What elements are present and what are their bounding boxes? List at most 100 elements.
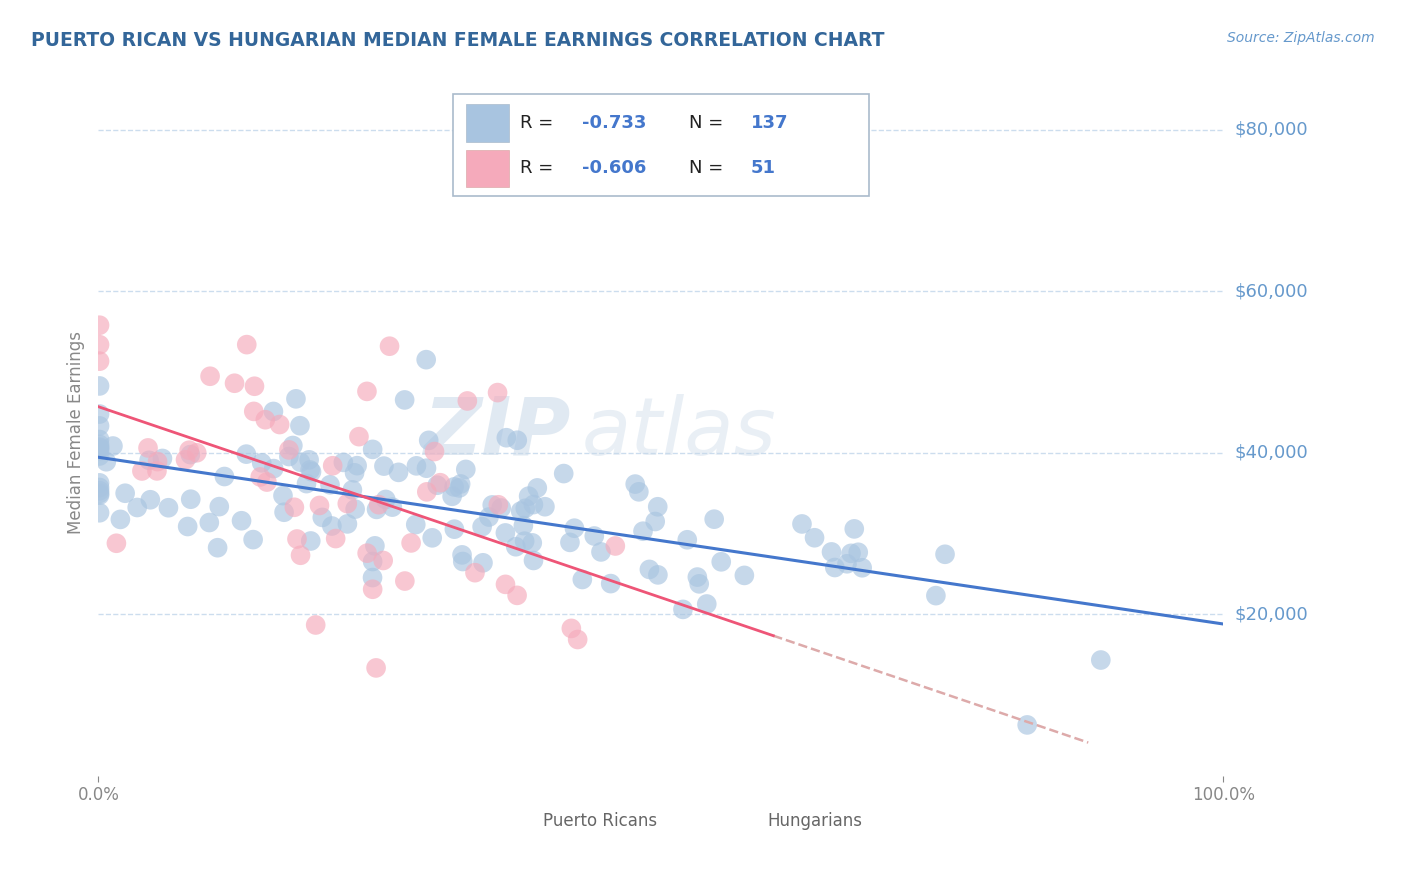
Point	[89, 486, 111, 500]
Point	[114, 486, 136, 500]
Point	[263, 461, 285, 475]
Point	[256, 475, 278, 489]
Point	[703, 512, 725, 526]
Point	[336, 497, 359, 511]
Point	[824, 560, 846, 574]
Point	[174, 452, 197, 467]
Point	[305, 618, 328, 632]
Text: Puerto Ricans: Puerto Ricans	[543, 812, 657, 830]
Text: $40,000: $40,000	[1234, 444, 1308, 462]
Point	[624, 477, 647, 491]
Point	[522, 498, 544, 512]
Point	[583, 529, 606, 543]
Point	[254, 413, 277, 427]
Point	[89, 441, 111, 455]
Point	[176, 519, 198, 533]
Point	[451, 548, 474, 562]
Point	[139, 492, 162, 507]
Point	[186, 446, 208, 460]
Point	[361, 582, 384, 597]
Point	[89, 506, 111, 520]
Point	[271, 489, 294, 503]
Point	[429, 475, 451, 490]
Point	[599, 576, 621, 591]
Point	[366, 502, 388, 516]
Point	[441, 489, 464, 503]
Point	[284, 392, 307, 406]
Text: -0.733: -0.733	[582, 114, 647, 132]
Point	[553, 467, 575, 481]
Point	[224, 376, 246, 391]
Point	[934, 547, 956, 561]
Point	[426, 478, 449, 492]
Text: $20,000: $20,000	[1234, 606, 1308, 624]
Point	[420, 531, 443, 545]
Point	[638, 562, 661, 576]
Point	[301, 465, 323, 479]
Point	[179, 448, 201, 462]
Point	[605, 539, 627, 553]
Point	[299, 463, 322, 477]
Point	[835, 557, 858, 571]
Point	[344, 502, 367, 516]
Point	[373, 553, 395, 567]
Point	[506, 434, 529, 448]
Point	[179, 443, 201, 458]
Point	[443, 480, 465, 494]
Point	[131, 464, 153, 478]
Point	[332, 455, 354, 469]
Point	[851, 560, 873, 574]
Point	[846, 545, 869, 559]
Point	[378, 339, 401, 353]
Point	[647, 567, 669, 582]
Point	[471, 519, 494, 533]
Point	[364, 661, 387, 675]
Text: 51: 51	[751, 159, 776, 178]
Point	[644, 515, 666, 529]
Point	[311, 510, 333, 524]
Point	[243, 379, 266, 393]
Point	[278, 442, 301, 457]
Point	[526, 481, 548, 495]
Point	[733, 568, 755, 582]
Point	[127, 500, 149, 515]
Point	[290, 548, 312, 562]
Point	[495, 431, 517, 445]
Point	[89, 354, 111, 368]
Text: $60,000: $60,000	[1234, 282, 1308, 301]
Point	[387, 466, 409, 480]
Point	[96, 455, 118, 469]
Point	[89, 379, 111, 393]
Point	[534, 500, 557, 514]
Point	[564, 521, 586, 535]
Point	[558, 535, 581, 549]
Point	[515, 501, 537, 516]
Text: N =: N =	[689, 114, 728, 132]
Point	[399, 536, 422, 550]
Point	[180, 492, 202, 507]
Text: atlas: atlas	[582, 393, 778, 472]
Point	[356, 546, 378, 560]
Point	[374, 492, 396, 507]
Point	[443, 522, 465, 536]
Point	[136, 441, 159, 455]
Point	[336, 516, 359, 531]
Text: Source: ZipAtlas.com: Source: ZipAtlas.com	[1227, 31, 1375, 45]
Point	[285, 532, 308, 546]
Point	[231, 514, 253, 528]
Point	[308, 499, 330, 513]
Point	[361, 442, 384, 457]
Point	[790, 516, 813, 531]
Point	[89, 437, 111, 451]
Point	[464, 566, 486, 580]
Point	[295, 476, 318, 491]
Point	[844, 522, 866, 536]
Point	[571, 573, 593, 587]
Point	[925, 589, 948, 603]
Text: PUERTO RICAN VS HUNGARIAN MEDIAN FEMALE EARNINGS CORRELATION CHART: PUERTO RICAN VS HUNGARIAN MEDIAN FEMALE …	[31, 31, 884, 50]
Point	[273, 505, 295, 519]
Point	[589, 545, 612, 559]
Point	[454, 462, 477, 476]
Point	[418, 434, 440, 448]
Point	[249, 470, 271, 484]
